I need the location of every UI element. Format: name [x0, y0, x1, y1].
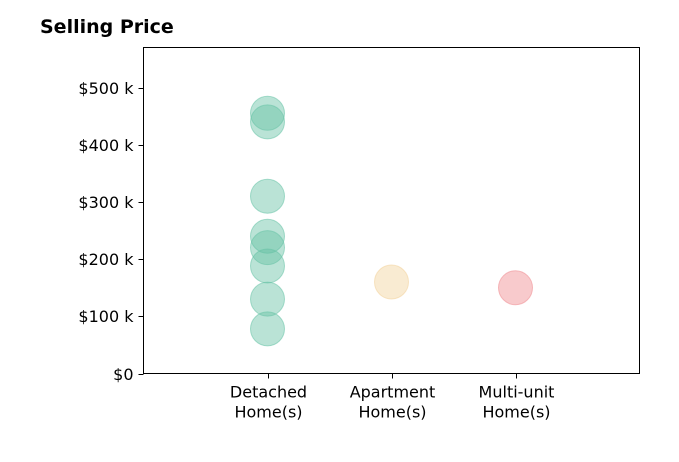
- axes-layer: $0 $100 k $200 k $300 k $400 k $500 k Detached…: [78, 79, 554, 422]
- y-tick-label-5: $500 k: [78, 79, 134, 98]
- chart-title: Selling Price: [40, 16, 174, 38]
- data-point-detached-home-s-6: [250, 281, 285, 317]
- y-tick-label-4: $400 k: [78, 136, 134, 155]
- data-point-detached-home-s-2: [250, 178, 285, 214]
- data-point-multi-unit-home-s-0: [498, 270, 533, 306]
- x-tick-label-detached-home-s: Detached Home(s): [230, 383, 307, 422]
- data-point-detached-home-s-3: [250, 218, 285, 254]
- x-tick-label-multi-unit-home-s: Multi-unit Home(s): [479, 383, 555, 422]
- data-point-detached-home-s-1: [250, 104, 285, 140]
- y-tick-label-3: $300 k: [78, 193, 134, 212]
- y-tick-label-1: $100 k: [78, 307, 134, 326]
- y-tick-label-0: $0: [113, 365, 133, 384]
- x-tick-label-apartment-home-s: Apartment Home(s): [350, 383, 436, 422]
- data-point-detached-home-s-0: [250, 95, 285, 131]
- data-point-detached-home-s-4: [250, 230, 285, 266]
- data-point-detached-home-s-7: [250, 311, 285, 347]
- y-tick-label-2: $200 k: [78, 250, 134, 269]
- plot-area-frame: [143, 47, 640, 374]
- points-layer: [250, 95, 533, 347]
- data-point-apartment-home-s-0: [374, 264, 409, 300]
- data-point-detached-home-s-5: [250, 248, 285, 284]
